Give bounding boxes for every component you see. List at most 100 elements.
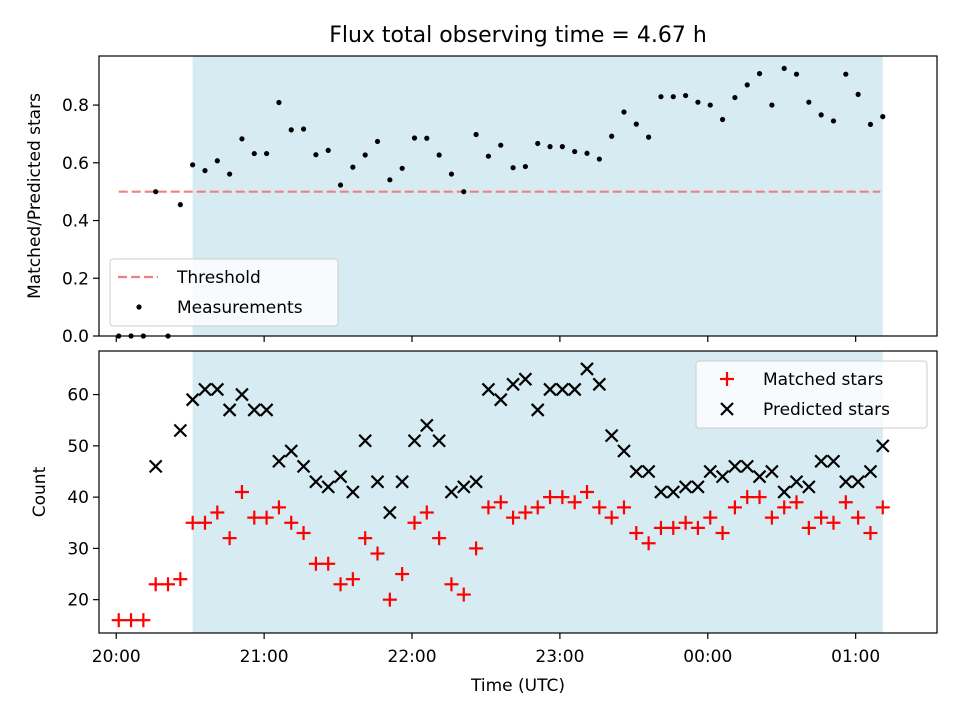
predicted-point	[567, 382, 582, 397]
matched-star-points	[111, 485, 890, 628]
chart-title: Flux total observing time = 4.67 h	[329, 23, 707, 48]
legend-top: Threshold Measurements	[109, 258, 339, 327]
predicted-point	[395, 474, 409, 489]
predicted-point	[851, 474, 865, 489]
predicted-point	[715, 469, 730, 484]
plot-frame-bottom	[98, 350, 938, 634]
predicted-point	[555, 382, 570, 397]
predicted-point	[506, 377, 520, 392]
matched-point	[382, 592, 397, 607]
matched-point	[506, 510, 521, 525]
measurement-point	[658, 94, 664, 100]
predicted-point	[604, 428, 619, 443]
matched-point	[690, 520, 705, 535]
predicted-point	[789, 474, 804, 489]
matched-point	[616, 500, 631, 515]
predicted-point	[296, 459, 311, 474]
predicted-point	[839, 474, 853, 489]
predicted-point	[346, 485, 360, 499]
measurement-point	[424, 135, 430, 141]
measurement-point	[769, 102, 775, 108]
predicted-point	[469, 474, 483, 489]
matched-point	[234, 485, 249, 499]
legend-top-box	[109, 258, 339, 327]
predicted-point	[493, 392, 508, 407]
predicted-point	[309, 474, 323, 489]
matched-point	[703, 510, 718, 525]
predicted-point	[863, 464, 878, 479]
matched-point	[580, 485, 595, 499]
predicted-point	[691, 480, 705, 494]
y-axis-ticks-bottom: 20 30 40 50 60	[67, 386, 99, 611]
predicted-point	[481, 382, 496, 397]
matched-point	[481, 500, 496, 515]
measurement-point	[399, 165, 405, 171]
measurement-point	[461, 189, 467, 195]
measurement-point	[214, 158, 220, 164]
measurement-point	[313, 152, 319, 158]
measurement-point	[264, 150, 270, 157]
y-tick-label: 20	[67, 591, 89, 611]
measurement-point	[473, 131, 479, 138]
y-axis-label-top: Matched/Predicted stars	[25, 93, 45, 299]
predicted-point	[765, 464, 779, 479]
measurement-point	[843, 71, 849, 77]
predicted-point	[518, 372, 533, 386]
predicted-point	[826, 454, 841, 469]
predicted-point	[703, 464, 718, 479]
x-tick-label: 01:00	[831, 647, 880, 667]
measurement-point	[177, 202, 183, 208]
predicted-point	[370, 474, 385, 489]
y-tick-label: 50	[67, 437, 89, 457]
measurement-point	[756, 71, 763, 77]
measurement-point	[239, 136, 245, 142]
measurement-point	[300, 126, 307, 132]
legend-measurement-label: Measurements	[177, 298, 303, 318]
predicted-point	[728, 459, 742, 474]
matched-point	[518, 505, 533, 520]
matched-point	[148, 577, 163, 592]
measurement-point	[325, 147, 331, 153]
predicted-point	[272, 454, 286, 469]
measurement-point	[350, 164, 356, 170]
y-axis-label-bottom: Count	[30, 466, 50, 517]
matched-point	[530, 500, 545, 515]
predicted-point	[198, 382, 212, 397]
matched-point	[259, 510, 274, 525]
legend-measurement-swatch	[136, 304, 142, 310]
measurement-point	[362, 152, 368, 158]
y-tick-label: 0.0	[62, 327, 89, 347]
matched-point	[308, 556, 323, 571]
matched-point	[555, 490, 570, 505]
measurement-point	[202, 167, 208, 174]
matched-point	[210, 505, 225, 520]
predicted-point	[173, 423, 188, 438]
matched-point	[764, 510, 779, 525]
predicted-point	[592, 377, 607, 392]
matched-point	[185, 515, 200, 530]
measurement-point	[855, 91, 861, 97]
predicted-point	[530, 403, 545, 417]
measurement-point	[683, 92, 689, 99]
legend-bottom-box	[695, 360, 928, 429]
matched-point	[789, 495, 804, 510]
matched-point	[567, 495, 582, 510]
predicted-point	[444, 485, 459, 499]
predicted-point	[456, 480, 471, 494]
measurement-point	[818, 112, 824, 118]
matched-point	[851, 510, 866, 525]
x-tick-label: 20:00	[92, 647, 141, 667]
predicted-star-points	[148, 362, 890, 520]
legend-matched-label: Matched stars	[763, 370, 883, 390]
predicted-point	[740, 459, 754, 474]
measurement-point	[670, 94, 676, 100]
matched-point	[493, 495, 508, 510]
predicted-point	[678, 480, 693, 494]
matched-point	[715, 526, 730, 541]
predicted-point	[407, 433, 422, 448]
measurement-point	[153, 189, 159, 195]
matched-point	[543, 490, 558, 505]
matched-point	[666, 520, 681, 535]
legend-bottom: Matched stars Predicted stars	[695, 360, 928, 429]
